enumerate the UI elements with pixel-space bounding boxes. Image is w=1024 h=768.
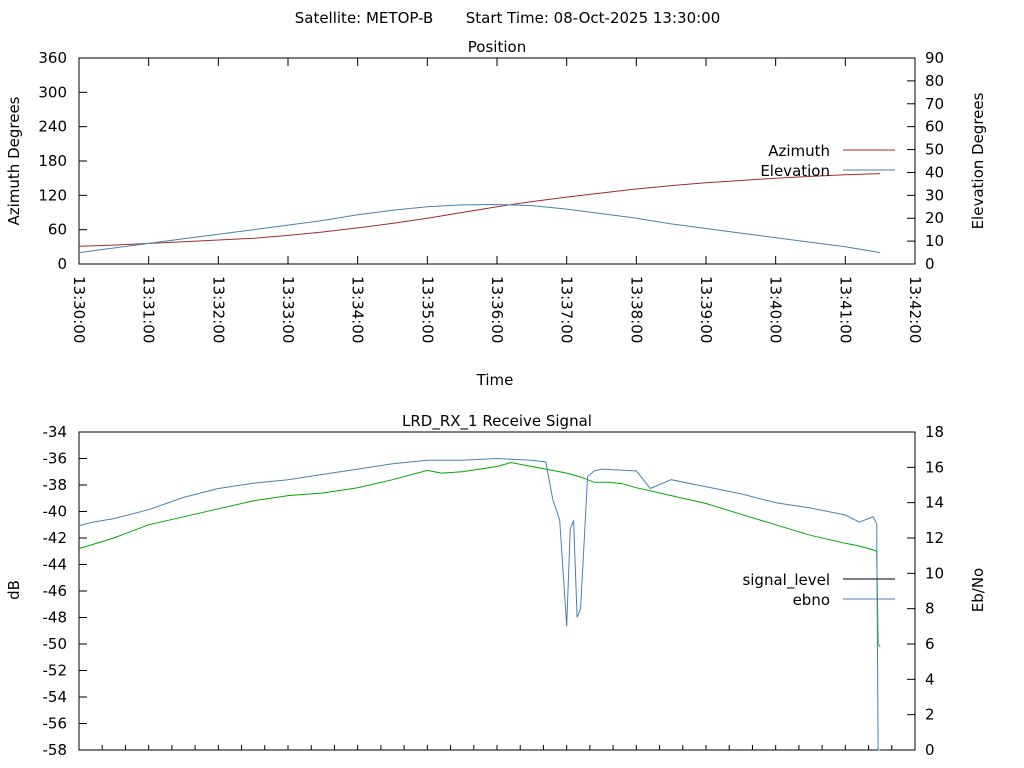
- y-tick-label: -40: [43, 503, 68, 521]
- y-tick-label: -38: [43, 476, 68, 494]
- y2-tick-label: 14: [925, 494, 944, 512]
- y2-tick-label: 30: [925, 186, 944, 204]
- signal-y-axis-label: dB: [5, 580, 23, 600]
- y2-tick-label: 80: [925, 72, 944, 90]
- y-tick-label: -34: [43, 423, 68, 441]
- y-tick-label: -52: [43, 662, 68, 680]
- y2-tick-label: 18: [925, 423, 944, 441]
- y2-tick-label: 6: [925, 635, 935, 653]
- x-tick-label: 13:37:00: [558, 276, 576, 343]
- y-tick-label: -48: [43, 609, 68, 627]
- signal-y2-axis-label: Eb/No: [969, 568, 987, 612]
- start-time-label: Start Time: 08-Oct-2025 13:30:00: [466, 9, 721, 27]
- position-x-axis-label: Time: [476, 371, 514, 389]
- y2-tick-label: 0: [925, 255, 935, 273]
- series-line-signal_level: [78, 461, 881, 648]
- series-line-Azimuth: [78, 173, 881, 247]
- y2-tick-label: 10: [925, 232, 944, 250]
- signal-series: [78, 457, 881, 751]
- x-tick-label: 13:39:00: [697, 276, 715, 343]
- y-tick-label: 120: [38, 186, 67, 204]
- y2-tick-label: 20: [925, 209, 944, 227]
- y-tick-label: -56: [43, 715, 68, 733]
- y-tick-label: -44: [43, 556, 68, 574]
- y-tick-label: -46: [43, 582, 68, 600]
- position-chart-title: Position: [468, 38, 526, 56]
- position-y-axis-label: Azimuth Degrees: [5, 96, 23, 225]
- y2-tick-label: 2: [925, 706, 935, 724]
- series-line-Elevation: [78, 203, 881, 254]
- x-tick-label: 13:42:00: [906, 276, 924, 343]
- x-tick-label: 13:40:00: [767, 276, 785, 343]
- y2-tick-label: 50: [925, 141, 944, 159]
- y-tick-label: -54: [43, 688, 68, 706]
- legend-label-ebno: ebno: [793, 591, 830, 609]
- y-tick-label: 180: [38, 152, 67, 170]
- y-tick-label: -50: [43, 635, 68, 653]
- y2-tick-label: 12: [925, 529, 944, 547]
- x-tick-label: 13:41:00: [836, 276, 854, 343]
- legend-label-Azimuth: Azimuth: [768, 142, 830, 160]
- y2-tick-label: 16: [925, 458, 944, 476]
- position-y2-axis-label: Elevation Degrees: [969, 92, 987, 229]
- x-tick-label: 13:31:00: [140, 276, 158, 343]
- position-legend: Azimuth Elevation: [760, 142, 895, 180]
- y2-tick-label: 90: [925, 49, 944, 67]
- y2-tick-label: 0: [925, 741, 935, 759]
- y-tick-label: 240: [38, 118, 67, 136]
- satellite-label: Satellite: METOP-B: [295, 9, 434, 27]
- signal-plot-frame: [78, 431, 916, 751]
- x-tick-label: 13:38:00: [627, 276, 645, 343]
- signal-chart: LRD_RX_1 Receive Signal dB Eb/No -58-56-…: [5, 412, 987, 759]
- y2-tick-label: 60: [925, 118, 944, 136]
- position-axes: 0 60 120 180 240 300 360 0 10 20 30 40 50 60 70 80 90 13:…: [38, 49, 944, 343]
- x-tick-label: 13:33:00: [279, 276, 297, 343]
- signal-chart-title: LRD_RX_1 Receive Signal: [402, 412, 592, 431]
- legend-label-signal_level: signal_level: [742, 571, 830, 590]
- y2-tick-label: 10: [925, 564, 944, 582]
- y-tick-label: 60: [48, 221, 67, 239]
- y-tick-label: -58: [43, 741, 68, 759]
- y-tick-label: -42: [43, 529, 68, 547]
- position-chart: Position Azimuth Degrees Elevation Degre…: [5, 38, 987, 389]
- legend-label-Elevation: Elevation: [760, 162, 830, 180]
- y-tick-label: 300: [38, 83, 67, 101]
- position-plot-frame: [78, 57, 916, 265]
- y2-tick-label: 4: [925, 670, 935, 688]
- x-tick-label: 13:34:00: [349, 276, 367, 343]
- position-series: [78, 173, 881, 254]
- series-line-ebno: [78, 457, 881, 751]
- x-tick-label: 13:36:00: [488, 276, 506, 343]
- y-tick-label: 0: [57, 255, 67, 273]
- x-tick-label: 13:35:00: [418, 276, 436, 343]
- x-tick-label: 13:32:00: [209, 276, 227, 343]
- y2-tick-label: 40: [925, 163, 944, 181]
- y2-tick-label: 8: [925, 600, 935, 618]
- y-tick-label: 360: [38, 49, 67, 67]
- x-tick-label: 13:30:00: [70, 276, 88, 343]
- y2-tick-label: 70: [925, 95, 944, 113]
- y-tick-label: -36: [43, 450, 68, 468]
- signal-axes: -58 -56 -54 -52 -50 -48 -46 -44 -42 -40 -38 -36 -34 0…: [43, 423, 945, 759]
